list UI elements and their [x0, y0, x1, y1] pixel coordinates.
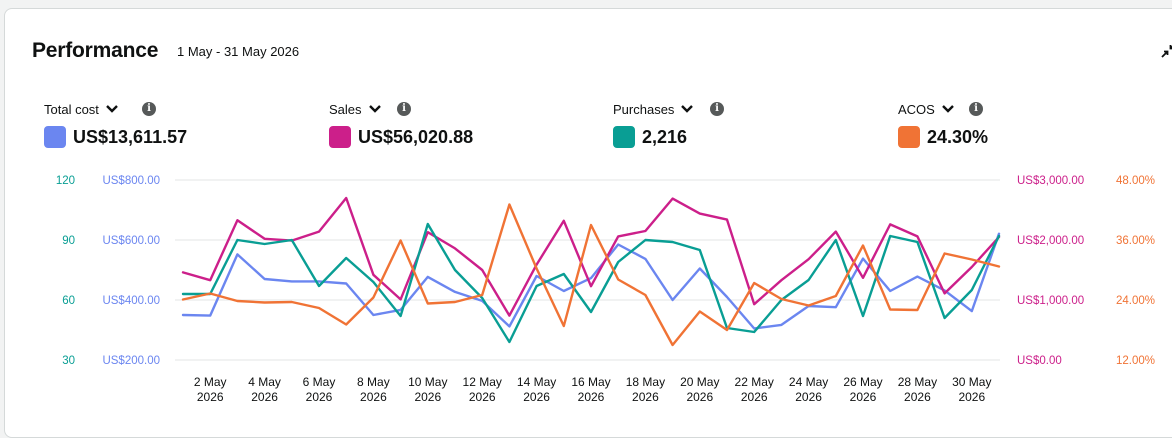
y-tick-purchases: 30 [62, 355, 75, 367]
chevron-down-icon [368, 105, 381, 113]
metric-dropdown-purchases[interactable]: Purchases [613, 102, 694, 117]
x-tick-label: 2026 [523, 390, 550, 404]
info-icon[interactable]: i [397, 102, 411, 116]
series-line-acos [181, 203, 1001, 347]
y-tick-sales: US$0.00 [1017, 355, 1062, 367]
series-toggle-purchases[interactable] [613, 126, 635, 148]
y-tick-acos: 48.00% [1116, 175, 1155, 187]
x-tick-label: 6 May [303, 375, 336, 389]
metric-dropdown-sales[interactable]: Sales [329, 102, 382, 117]
x-tick-label: 30 May [952, 375, 991, 389]
x-tick-label: 8 May [357, 375, 390, 389]
x-tick-label: 24 May [789, 375, 828, 389]
x-tick-label: 2026 [904, 390, 931, 404]
y-tick-purchases: 120 [56, 175, 75, 187]
y-tick-acos: 36.00% [1116, 235, 1155, 247]
y-tick-total-cost: US$200.00 [102, 355, 160, 367]
x-tick-label: 2026 [306, 390, 333, 404]
metric-value: 2,216 [642, 126, 688, 147]
x-tick-label: 2026 [197, 390, 224, 404]
metric-total-cost: Total cost i US$13,611.57 [44, 100, 187, 148]
y-tick-sales: US$1,000.00 [1017, 295, 1084, 307]
metric-label: ACOS [898, 101, 935, 117]
x-tick-label: 2026 [414, 390, 441, 404]
y-tick-total-cost: US$400.00 [102, 295, 160, 307]
info-icon[interactable]: i [969, 102, 983, 116]
y-tick-sales: US$3,000.00 [1017, 175, 1084, 187]
x-tick-label: 20 May [680, 375, 719, 389]
x-tick-label: 12 May [463, 375, 502, 389]
y-tick-sales: US$2,000.00 [1017, 235, 1084, 247]
metric-sales: Sales i US$56,020.88 [329, 100, 473, 148]
collapse-icon[interactable] [1161, 42, 1172, 58]
performance-line-chart: 120 90 60 30 US$800.00 US$600.00 US$400.00 US$2… [56, 175, 1155, 404]
x-tick-label: 2026 [469, 390, 496, 404]
x-tick-label: 2026 [578, 390, 605, 404]
x-tick-label: 16 May [571, 375, 610, 389]
page-title: Performance [32, 39, 159, 62]
metric-value: US$13,611.57 [73, 126, 188, 147]
chevron-down-icon [681, 105, 694, 113]
date-range: 1 May - 31 May 2026 [177, 44, 300, 59]
series-toggle-acos[interactable] [898, 126, 920, 148]
x-tick-label: 2026 [741, 390, 768, 404]
chevron-down-icon [106, 105, 118, 113]
series-toggle-total-cost[interactable] [44, 126, 66, 148]
y-tick-purchases: 90 [62, 235, 75, 247]
series-line-sales [181, 196, 1001, 317]
y-tick-acos: 12.00% [1116, 355, 1155, 367]
x-tick-label: 22 May [735, 375, 774, 389]
x-tick-label: 28 May [898, 375, 937, 389]
metric-value: 24.30% [927, 126, 989, 147]
series-toggle-sales[interactable] [329, 126, 351, 148]
x-tick-label: 10 May [408, 375, 447, 389]
x-tick-label: 2 May [194, 375, 227, 389]
x-tick-label: 2026 [795, 390, 822, 404]
y-tick-acos: 24.00% [1116, 295, 1155, 307]
x-tick-label: 14 May [517, 375, 556, 389]
series-line-total-cost [181, 232, 1001, 330]
metric-purchases: Purchases i 2,216 [613, 100, 724, 148]
x-tick-label: 4 May [248, 375, 281, 389]
x-tick-label: 18 May [626, 375, 665, 389]
x-tick-label: 26 May [843, 375, 882, 389]
metric-value: US$56,020.88 [358, 126, 474, 147]
y-tick-total-cost: US$800.00 [102, 175, 160, 187]
info-icon[interactable]: i [710, 102, 724, 116]
x-tick-label: 2026 [360, 390, 387, 404]
x-tick-label: 2026 [850, 390, 877, 404]
x-tick-label: 2026 [686, 390, 713, 404]
metric-acos: ACOS i 24.30% [898, 100, 988, 148]
y-tick-purchases: 60 [62, 295, 75, 307]
x-tick-label: 2026 [251, 390, 278, 404]
y-tick-total-cost: US$600.00 [102, 235, 160, 247]
metric-dropdown-total-cost[interactable]: Total cost [44, 102, 119, 117]
metric-label: Purchases [613, 101, 675, 117]
metric-label: Sales [329, 101, 362, 117]
x-tick-label: 2026 [632, 390, 659, 404]
info-icon[interactable]: i [142, 102, 156, 116]
performance-card: Performance 1 May - 31 May 2026 Total co… [4, 8, 1172, 438]
metric-label: Total cost [44, 101, 99, 117]
series-line-purchases [181, 222, 1001, 344]
x-tick-label: 2026 [958, 390, 985, 404]
metric-dropdown-acos[interactable]: ACOS [898, 102, 955, 117]
chevron-down-icon [941, 105, 954, 113]
